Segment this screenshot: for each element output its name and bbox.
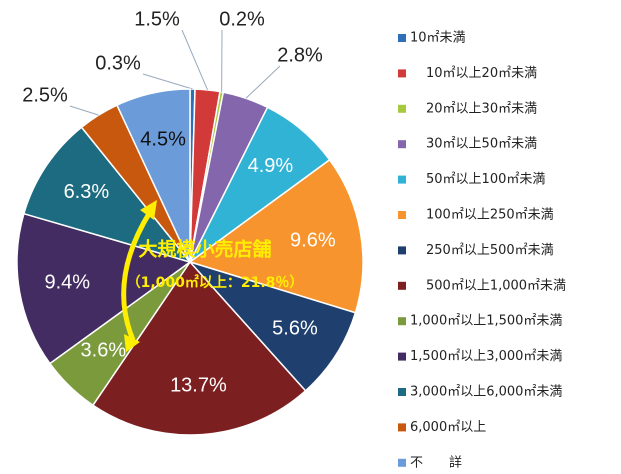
pie-slice: [91, 260, 307, 436]
legend-label: 10㎡未満: [410, 31, 466, 46]
data-label: 6.3%: [64, 181, 110, 203]
legend-label: 3,000㎡以上6,000㎡未満: [410, 385, 562, 400]
data-label: 4.5%: [140, 129, 186, 151]
legend-label: 20㎡以上30㎡未満: [426, 101, 537, 116]
legend-swatch: [398, 69, 406, 78]
leader-line: [142, 73, 193, 90]
data-label: 1.5%: [134, 8, 180, 30]
pie-slice: [16, 212, 192, 365]
legend-label: 250㎡以上500㎡未満: [426, 243, 554, 258]
annotation-arrow: [121, 210, 153, 341]
legend-label: 50㎡以上100㎡未満: [426, 172, 545, 187]
annotation-title: 大規模小売店舗: [138, 238, 271, 261]
pie-slice: [22, 126, 193, 264]
legend-label: 500㎡以上1,000㎡未満: [426, 278, 566, 293]
legend-swatch: [398, 458, 406, 467]
legend-swatch: [398, 140, 406, 149]
legend-swatch: [398, 246, 406, 255]
legend-label: 10㎡以上20㎡未満: [426, 66, 537, 81]
legend-swatch: [398, 423, 406, 432]
legend: 10㎡未満 10㎡以上20㎡未満 20㎡以上30㎡未満 30㎡以上50㎡未満 50㎡以上…: [398, 31, 566, 470]
legend-swatch: [398, 388, 406, 396]
data-label: 0.3%: [95, 52, 141, 74]
annotation-detail: （1,000㎡以上：21.8％）: [127, 274, 304, 291]
data-label: 2.8%: [277, 44, 323, 66]
legend-label: 6,000㎡以上: [410, 420, 486, 435]
pie: 0.3% 1.5% 0.2% 2.8% 4.9% 9.6% 5.6% 13.7% 3.6% 9.4…: [16, 8, 364, 436]
legend-label: 100㎡以上250㎡未満: [426, 208, 554, 223]
arrow-head: [124, 334, 140, 352]
legend-swatch: [398, 175, 406, 184]
legend-swatch: [398, 34, 406, 42]
pie-slice: [187, 260, 357, 392]
data-label: 13.7%: [170, 375, 227, 397]
data-label: 5.6%: [272, 317, 318, 339]
legend-swatch: [398, 317, 406, 326]
pie-slice: [115, 88, 191, 263]
leader-line: [245, 65, 281, 99]
data-label: 3.6%: [81, 340, 127, 362]
arrow-head: [140, 200, 157, 220]
legend-swatch: [398, 352, 406, 361]
leader-line: [69, 105, 99, 116]
legend-label: 1,000㎡以上1,500㎡未満: [410, 314, 562, 329]
leader-line: [181, 29, 209, 91]
legend-swatch: [398, 281, 406, 290]
data-label: 9.6%: [290, 230, 336, 252]
legend-label: 30㎡以上50㎡未満: [426, 137, 537, 152]
legend-label: 不 詳: [410, 454, 462, 470]
legend-label: 1,500㎡以上3,000㎡未満: [410, 349, 562, 364]
data-label: 9.4%: [44, 272, 90, 294]
legend-swatch: [398, 211, 406, 219]
legend-swatch: [398, 104, 406, 113]
data-label: 0.2%: [219, 8, 265, 30]
data-label: 2.5%: [22, 84, 68, 106]
data-label: 4.9%: [248, 155, 294, 177]
